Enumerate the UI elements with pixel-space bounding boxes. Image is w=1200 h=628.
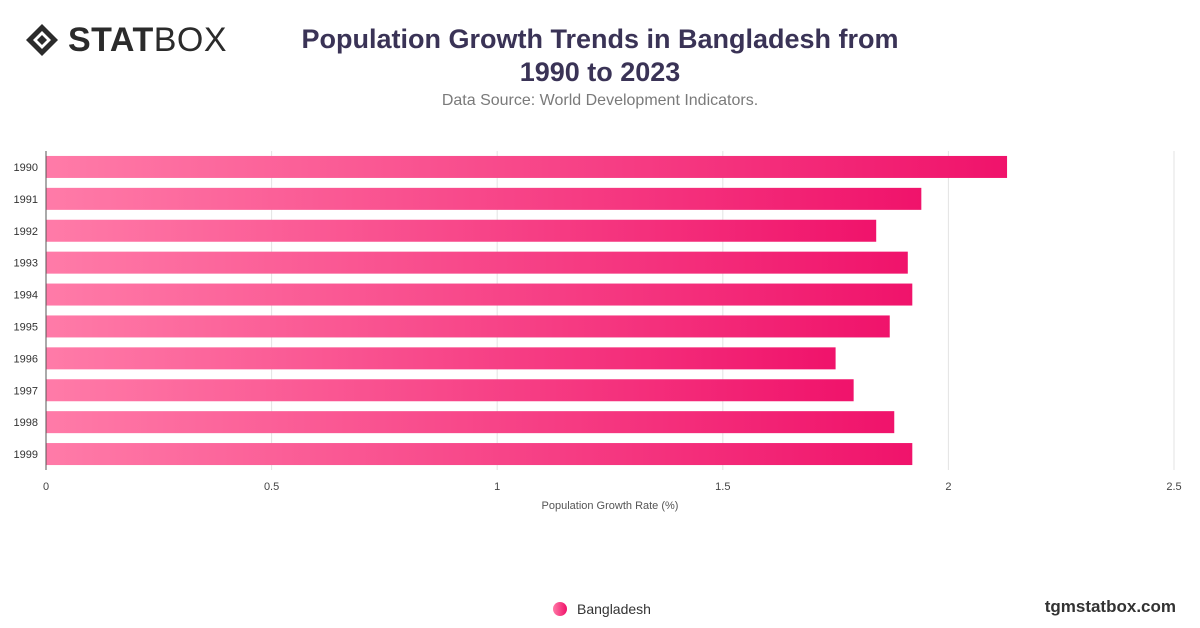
y-axis-tick-labels: 1990 1991 1992 1993 1994 1995 1996 1997 1998 1999 bbox=[14, 162, 38, 461]
bars bbox=[46, 155, 1008, 466]
legend[interactable]: Bangladesh bbox=[553, 601, 651, 617]
y-tick-label: 1995 bbox=[14, 321, 38, 333]
logo-wordmark: STATBOX bbox=[68, 22, 227, 58]
statbox-logo: STATBOX bbox=[24, 22, 227, 58]
x-tick-label: 2.5 bbox=[1166, 481, 1181, 493]
x-axis-title: Population Growth Rate (%) bbox=[542, 500, 679, 512]
bar-1995[interactable] bbox=[46, 315, 890, 338]
y-tick-label: 1997 bbox=[14, 385, 38, 397]
bar-1994[interactable] bbox=[46, 283, 913, 306]
logo-wordmark-light: BOX bbox=[153, 21, 228, 59]
y-tick-label: 1991 bbox=[14, 194, 38, 206]
bar-1996[interactable] bbox=[46, 347, 836, 370]
y-tick-label: 1993 bbox=[14, 258, 38, 270]
bar-1990[interactable] bbox=[46, 155, 1008, 178]
legend-label: Bangladesh bbox=[577, 601, 651, 617]
bar-1993[interactable] bbox=[46, 251, 908, 274]
x-tick-label: 0.5 bbox=[264, 481, 279, 493]
diamond-logo-icon bbox=[26, 24, 58, 56]
x-tick-label: 1 bbox=[494, 481, 500, 493]
legend-marker-icon bbox=[553, 602, 567, 616]
watermark: tgmstatbox.com bbox=[1044, 597, 1176, 616]
x-tick-label: 1.5 bbox=[715, 481, 730, 493]
x-axis-tick-labels: 0 0.5 1 1.5 2 2.5 bbox=[43, 481, 1182, 493]
y-tick-label: 1998 bbox=[14, 417, 38, 429]
chart-subtitle: Data Source: World Development Indicator… bbox=[441, 92, 759, 109]
y-tick-label: 1992 bbox=[14, 226, 38, 238]
chart-title: Population Growth Trends in Bangladesh f… bbox=[301, 24, 899, 87]
y-tick-label: 1994 bbox=[14, 290, 38, 302]
y-tick-label: 1990 bbox=[14, 162, 38, 174]
bar-1999[interactable] bbox=[46, 443, 913, 466]
x-tick-label: 2 bbox=[945, 481, 951, 493]
bar-1997[interactable] bbox=[46, 379, 854, 402]
bar-1992[interactable] bbox=[46, 219, 877, 242]
y-tick-label: 1996 bbox=[14, 353, 38, 365]
bar-1991[interactable] bbox=[46, 187, 922, 210]
x-tick-label: 0 bbox=[43, 481, 49, 493]
y-tick-label: 1999 bbox=[14, 449, 38, 461]
bar-1998[interactable] bbox=[46, 411, 895, 434]
logo-wordmark-bold: STAT bbox=[68, 21, 154, 59]
